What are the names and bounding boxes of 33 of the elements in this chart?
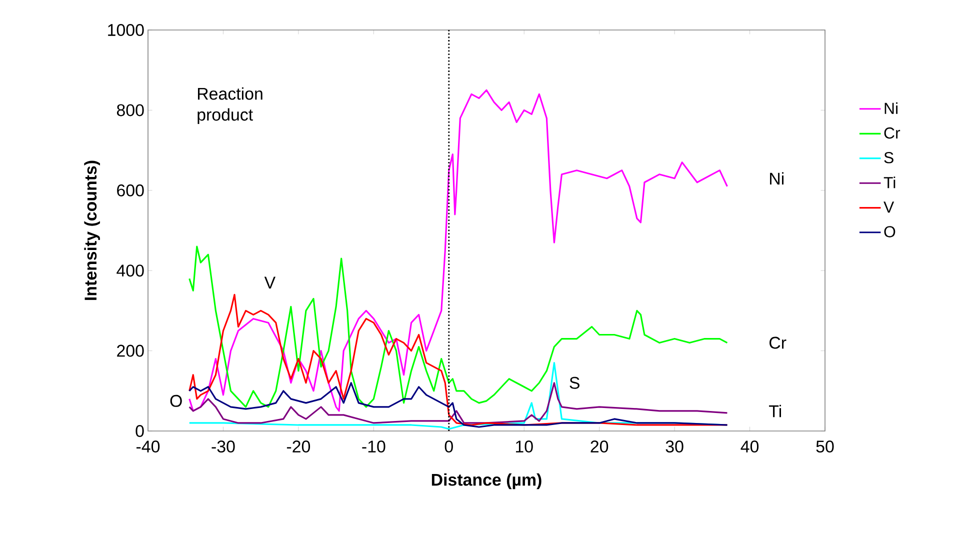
- line-series: [188, 246, 728, 408]
- x-tick-label: -30: [212, 440, 235, 453]
- annotation: Ni: [770, 172, 784, 184]
- y-tick-label: 400: [116, 264, 144, 277]
- x-tick-label: 50: [816, 440, 834, 453]
- x-tick-label: 20: [590, 440, 608, 453]
- y-tick-label: 600: [117, 184, 144, 196]
- legend-label: Cr: [884, 127, 900, 139]
- annotation: Reaction product: [198, 87, 262, 124]
- y-tick-label: 200: [117, 344, 144, 357]
- legend-label: Ti: [884, 176, 896, 188]
- annotation: S: [570, 376, 580, 389]
- y-tick-label: 800: [116, 104, 144, 116]
- x-tick-label: 0: [444, 440, 453, 453]
- x-tick-label: -10: [362, 440, 386, 453]
- x-tick-label: -40: [136, 440, 160, 453]
- annotation: Ti: [769, 404, 781, 418]
- legend-label: V: [884, 202, 894, 213]
- y-axis-title: Intensity (counts): [84, 160, 100, 300]
- x-axis-title: Distance (µm): [432, 473, 542, 490]
- y-tick-label: 0: [136, 425, 144, 437]
- annotation: Cr: [770, 336, 786, 349]
- x-tick-label: 40: [740, 440, 759, 453]
- annotation: V: [264, 276, 276, 288]
- legend-label: S: [884, 152, 894, 164]
- x-tick-label: 30: [666, 440, 684, 453]
- annotation: O: [170, 394, 182, 407]
- legend-label: Ni: [884, 102, 898, 114]
- y-tick-label: 1000: [108, 24, 144, 36]
- x-tick-label: -20: [286, 440, 310, 453]
- x-tick-label: 10: [516, 440, 533, 453]
- legend-label: O: [884, 226, 896, 238]
- line-series: [188, 89, 728, 412]
